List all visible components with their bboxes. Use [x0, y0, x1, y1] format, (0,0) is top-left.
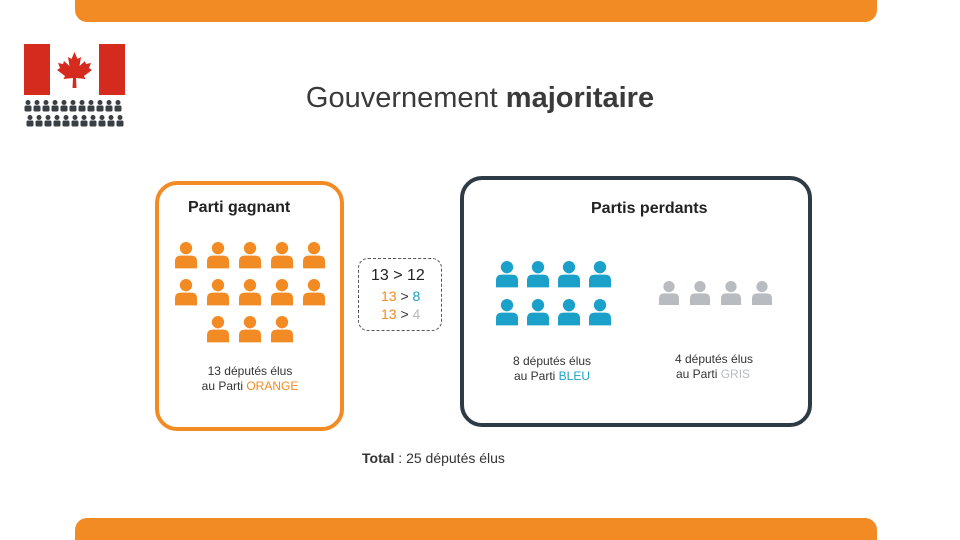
total-line: Total : 25 députés élus: [362, 450, 505, 466]
person-icon: [496, 299, 518, 326]
person-icon: [271, 242, 293, 269]
seat-person-icon: [26, 115, 34, 127]
comparison-gray: 13 > 4: [381, 306, 421, 322]
seat-person-icon: [42, 100, 50, 112]
seat-person-icon: [105, 100, 113, 112]
winner-label: Parti gagnant: [188, 199, 291, 216]
winner-caption: 13 députés élus au Parti ORANGE: [201, 364, 299, 393]
page-title: Gouvernement majoritaire: [0, 82, 960, 115]
person-icon: [659, 281, 679, 305]
seat-person-icon: [53, 115, 61, 127]
gray-deputies-group: [659, 281, 772, 305]
seat-person-icon: [116, 115, 124, 127]
canada-flag-icon: [24, 44, 125, 95]
seat-person-icon: [98, 115, 106, 127]
person-icon: [527, 261, 549, 288]
gray-caption: 4 députés élus au Parti GRIS: [674, 352, 754, 381]
person-icon: [207, 279, 229, 306]
seat-person-icon: [107, 115, 115, 127]
seat-person-icon: [51, 100, 59, 112]
person-icon: [239, 316, 261, 343]
top-accent-bar: [75, 0, 877, 22]
winning-party-box: [155, 181, 344, 431]
seat-person-icon: [78, 100, 86, 112]
orange-deputies-group: [175, 242, 325, 343]
person-icon: [271, 279, 293, 306]
seat-person-icon: [89, 115, 97, 127]
person-icon: [239, 242, 261, 269]
seat-person-icon: [44, 115, 52, 127]
losers-label: Partis perdants: [591, 200, 708, 217]
seat-person-icon: [80, 115, 88, 127]
comparison-box: [358, 258, 442, 331]
seat-person-icon: [60, 100, 68, 112]
seat-person-icon: [87, 100, 95, 112]
person-icon: [589, 261, 611, 288]
losing-parties-box: [460, 176, 812, 427]
seat-person-icon: [71, 115, 79, 127]
person-icon: [589, 299, 611, 326]
person-icon: [207, 242, 229, 269]
person-icon: [527, 299, 549, 326]
bottom-accent-bar: [75, 518, 877, 540]
seat-person-icon: [96, 100, 104, 112]
person-icon: [239, 279, 261, 306]
person-icon: [558, 299, 580, 326]
person-icon: [303, 242, 325, 269]
person-icon: [690, 281, 710, 305]
title-bold: majoritaire: [505, 82, 655, 114]
person-icon: [271, 316, 293, 343]
comparison-blue: 13 > 8: [381, 288, 421, 304]
blue-deputies-group: [496, 261, 611, 326]
person-icon: [721, 281, 741, 305]
person-icon: [303, 279, 325, 306]
person-icon: [175, 242, 197, 269]
seat-person-icon: [114, 100, 122, 112]
seat-person-icon: [33, 100, 41, 112]
blue-caption: 8 députés élus au Parti BLEU: [512, 354, 592, 383]
person-icon: [207, 316, 229, 343]
person-icon: [496, 261, 518, 288]
seat-person-icon: [24, 100, 32, 112]
seat-person-icon: [62, 115, 70, 127]
comparison-main: 13 > 12: [371, 267, 425, 284]
person-icon: [558, 261, 580, 288]
person-icon: [752, 281, 772, 305]
seat-person-icon: [35, 115, 43, 127]
title-light: Gouvernement: [305, 82, 498, 114]
seat-person-icon: [69, 100, 77, 112]
parliament-seats-icon: [24, 100, 124, 127]
person-icon: [175, 279, 197, 306]
